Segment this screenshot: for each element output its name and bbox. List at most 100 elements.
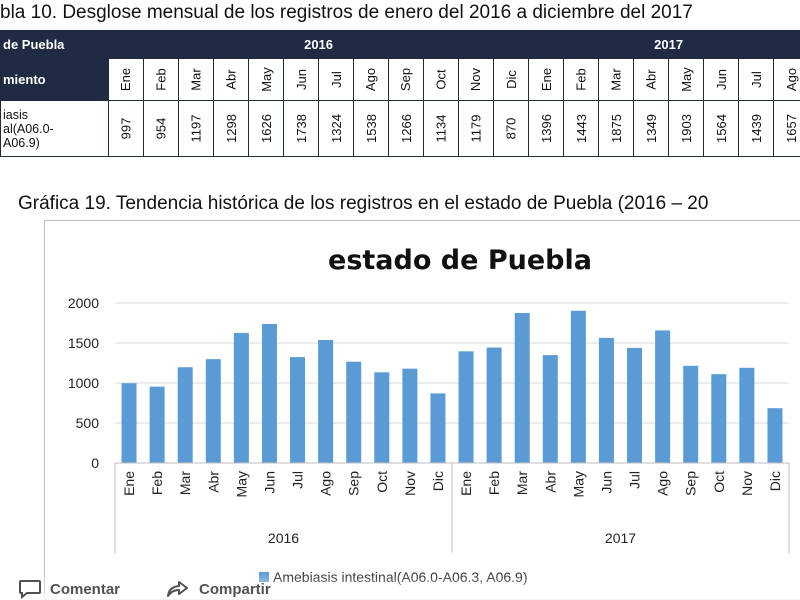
x-tick-label: Nov xyxy=(739,471,755,496)
value-cell: 954 xyxy=(143,100,179,157)
month-header-label: Abr xyxy=(643,69,659,90)
bar xyxy=(458,351,474,463)
chart-caption: Gráfica 19. Tendencia histórica de los r… xyxy=(18,193,709,214)
y-tick-label: 500 xyxy=(76,415,100,431)
value-cell: 1197 xyxy=(178,100,214,157)
x-tick-label: May xyxy=(570,471,586,497)
x-tick-label: Ene xyxy=(121,471,137,496)
month-header-cell: Jun xyxy=(283,58,319,101)
month-header-cell: Ene xyxy=(528,58,565,101)
x-tick-label: Sep xyxy=(346,471,362,496)
value-label: 1443 xyxy=(573,114,589,143)
x-tick-label: Mar xyxy=(177,471,193,495)
bar xyxy=(627,347,643,463)
value-cell: 1439 xyxy=(738,100,775,157)
state-header-cell: de Puebla xyxy=(0,30,109,59)
disease-label-line: A06.9) xyxy=(3,135,40,150)
value-label: 1298 xyxy=(223,114,239,143)
value-label: 1538 xyxy=(363,114,379,143)
bar xyxy=(683,365,699,463)
bar xyxy=(233,332,249,463)
value-cell: 1564 xyxy=(703,100,740,157)
bar xyxy=(261,323,277,463)
bar xyxy=(767,408,783,463)
value-label: 954 xyxy=(153,117,169,140)
value-label: 1396 xyxy=(538,114,554,143)
value-cell: 1324 xyxy=(318,100,354,157)
x-tick-label: May xyxy=(233,471,249,497)
comment-label: Comentar xyxy=(50,580,121,598)
month-header-label: May xyxy=(678,67,694,92)
y-tick-label: 2000 xyxy=(68,295,99,311)
disease-label-line: iasis xyxy=(3,107,29,122)
value-label: 1903 xyxy=(678,114,694,143)
value-label: 1626 xyxy=(258,114,274,143)
month-header-cell: Ago xyxy=(773,58,800,101)
x-tick-label: Ago xyxy=(655,471,671,496)
month-header-label: Ene xyxy=(538,67,554,92)
table-month-row: miento Ene Feb Mar Abr May Jun Jul Ago Sep Oct Nov… xyxy=(0,58,800,101)
bar xyxy=(121,383,137,463)
bar xyxy=(374,372,390,463)
value-label: 1266 xyxy=(398,114,414,143)
value-cell: 1266 xyxy=(388,100,424,157)
value-cell: 1875 xyxy=(598,100,635,157)
month-header-label: Jun xyxy=(713,69,729,90)
bar xyxy=(430,393,446,463)
month-header-label: Jun xyxy=(293,69,309,90)
month-header-cell: Ago xyxy=(353,58,389,101)
bar xyxy=(205,359,221,463)
value-cell: 1903 xyxy=(668,100,705,157)
bar xyxy=(655,330,671,463)
table-header-row: de Puebla 2016 2017 xyxy=(0,30,800,59)
share-label: Compartir xyxy=(199,580,271,598)
bar xyxy=(346,361,362,463)
x-tick-label: Jul xyxy=(627,471,643,489)
month-header-label: Sep xyxy=(398,67,414,92)
y-tick-label: 0 xyxy=(91,455,99,471)
month-header-label: Nov xyxy=(468,67,484,92)
x-tick-label: Nov xyxy=(402,471,418,496)
month-header-cell: Jun xyxy=(703,58,740,101)
share-button[interactable]: Compartir xyxy=(165,579,271,599)
month-header-label: Ago xyxy=(363,67,379,92)
x-tick-label: Feb xyxy=(149,471,165,495)
x-tick-label: Sep xyxy=(683,471,699,496)
value-cell: 1179 xyxy=(458,100,494,157)
month-header-label: Mar xyxy=(608,68,624,91)
month-header-label: May xyxy=(258,67,274,92)
value-label: 1349 xyxy=(643,114,659,143)
monthly-breakdown-table: de Puebla 2016 2017 miento Ene Feb Mar Abr M… xyxy=(0,30,800,157)
month-header-cell: Feb xyxy=(143,58,179,101)
chart-title: estado de Puebla xyxy=(328,245,592,276)
x-tick-label: Oct xyxy=(711,471,727,493)
bar xyxy=(318,339,334,463)
table-title: bla 10. Desglose mensual de los registro… xyxy=(0,2,693,23)
value-cell: 1349 xyxy=(633,100,670,157)
year-2016-header: 2016 xyxy=(107,30,530,59)
value-cell: 1443 xyxy=(563,100,600,157)
bar-chart: estado de Puebla 0 500 1000 1500 2000 Ene Feb Ma… xyxy=(68,245,790,585)
bar xyxy=(514,313,530,463)
value-label: 1564 xyxy=(713,114,729,143)
x-tick-label: Jun xyxy=(261,471,277,494)
y-tick-label: 1000 xyxy=(68,375,99,391)
month-header-cell: Nov xyxy=(458,58,494,101)
month-header-label: Dic xyxy=(503,70,519,89)
value-cell: 870 xyxy=(492,100,530,157)
group-label: 2017 xyxy=(605,530,636,546)
x-tick-label: Mar xyxy=(514,471,530,495)
x-tick-label: Jul xyxy=(290,471,306,489)
group-label: 2016 xyxy=(268,530,299,546)
bar xyxy=(402,368,418,463)
month-header-cell: Jul xyxy=(738,58,775,101)
bar xyxy=(739,367,755,463)
comment-icon xyxy=(19,580,41,599)
bar xyxy=(290,357,306,463)
bottom-action-bar xyxy=(0,572,800,600)
month-header-label: Feb xyxy=(573,68,589,91)
comment-button[interactable]: Comentar xyxy=(18,579,120,599)
bar xyxy=(570,310,586,463)
chart-container: estado de Puebla 0 500 1000 1500 2000 Ene Feb Ma… xyxy=(44,220,800,600)
value-cell: 1626 xyxy=(248,100,284,157)
